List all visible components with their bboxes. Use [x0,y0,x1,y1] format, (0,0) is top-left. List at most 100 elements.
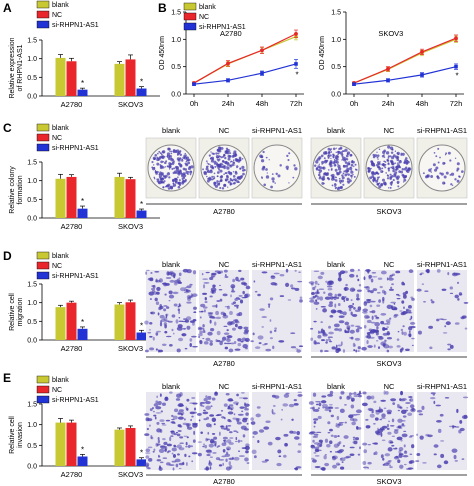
cell [297,443,302,446]
colony [346,167,350,171]
legend-swatch [36,261,50,270]
colony [178,170,181,174]
cell [230,294,232,298]
cell [293,436,300,440]
cell [230,290,236,293]
cell [168,300,171,302]
cell [316,295,320,300]
cell [267,441,273,446]
cell [382,457,385,461]
cell [445,321,451,326]
cell [325,280,328,283]
cell [447,348,451,351]
colony [372,162,375,165]
cell [184,319,189,323]
cell [314,465,321,469]
colony [223,166,226,170]
cell [409,398,414,402]
colony [167,187,171,190]
cell [374,322,380,327]
cell [381,439,386,442]
cell [295,348,299,350]
cell [387,411,392,415]
cell [209,456,214,458]
colony [166,165,169,168]
colony [346,180,349,183]
colony [402,181,405,183]
colony [185,154,187,156]
cell [319,296,324,301]
cell [442,332,448,334]
colony [218,181,220,183]
cell [288,403,295,408]
cell [391,418,395,423]
cell [402,325,405,328]
cell [253,455,257,459]
cell [157,400,162,406]
cell [401,281,405,286]
colony [334,168,338,172]
cell [338,320,345,324]
colony [398,170,402,173]
cell [175,319,179,324]
cell [227,411,234,415]
cell [161,343,167,347]
cell [372,288,378,292]
cell [320,321,323,323]
cell [199,303,206,308]
cell [342,311,347,316]
y-tick-label: 1.0 [27,422,37,429]
cell [261,326,265,328]
cell [234,440,238,443]
cell [399,464,404,469]
cell [192,345,198,348]
cell [395,293,400,296]
cell [165,335,172,338]
cell [440,440,445,442]
cell [314,455,320,457]
cell [386,321,391,325]
colony [240,177,242,180]
cell [436,464,442,469]
cell [224,274,227,277]
cell [314,285,317,288]
bar [66,176,77,218]
data-point [192,82,196,86]
colony [340,185,344,189]
cell [320,400,327,404]
colony [229,152,232,154]
colony [223,154,226,157]
cell [405,308,410,311]
legend-label: NC [52,387,62,394]
cell [373,422,376,425]
cell [340,341,343,346]
x-tick-label: 0h [350,99,358,108]
colony [227,180,231,184]
colony [391,156,395,160]
cell [373,344,376,348]
cell [164,396,169,402]
cell [223,428,227,430]
cell [386,349,390,353]
cell [324,350,329,352]
colony [328,163,332,166]
cell [175,431,179,434]
image-column-label: NC [219,126,230,135]
legend-swatch [183,12,197,21]
cell [159,393,162,397]
cell [352,342,356,348]
legend-label: si-RHPN1-AS1 [52,22,99,29]
colony [288,152,291,155]
colony [345,154,349,158]
cell [328,404,333,406]
cell [316,289,319,294]
colony [188,165,192,169]
colony [344,148,348,152]
y-tick-label: 0.5 [27,75,37,82]
cell [224,276,229,278]
cell [464,327,468,330]
cell [353,349,356,352]
cell [236,418,240,423]
colony [184,152,186,155]
colony [153,157,156,161]
